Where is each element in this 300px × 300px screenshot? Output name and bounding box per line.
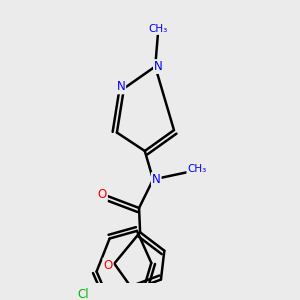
Text: CH₃: CH₃ xyxy=(148,24,167,34)
Text: CH₃: CH₃ xyxy=(187,164,206,175)
Text: Cl: Cl xyxy=(77,288,89,300)
Text: N: N xyxy=(116,80,125,93)
Text: N: N xyxy=(152,173,161,186)
Text: O: O xyxy=(103,259,113,272)
Text: N: N xyxy=(154,60,163,73)
Text: O: O xyxy=(98,188,107,201)
